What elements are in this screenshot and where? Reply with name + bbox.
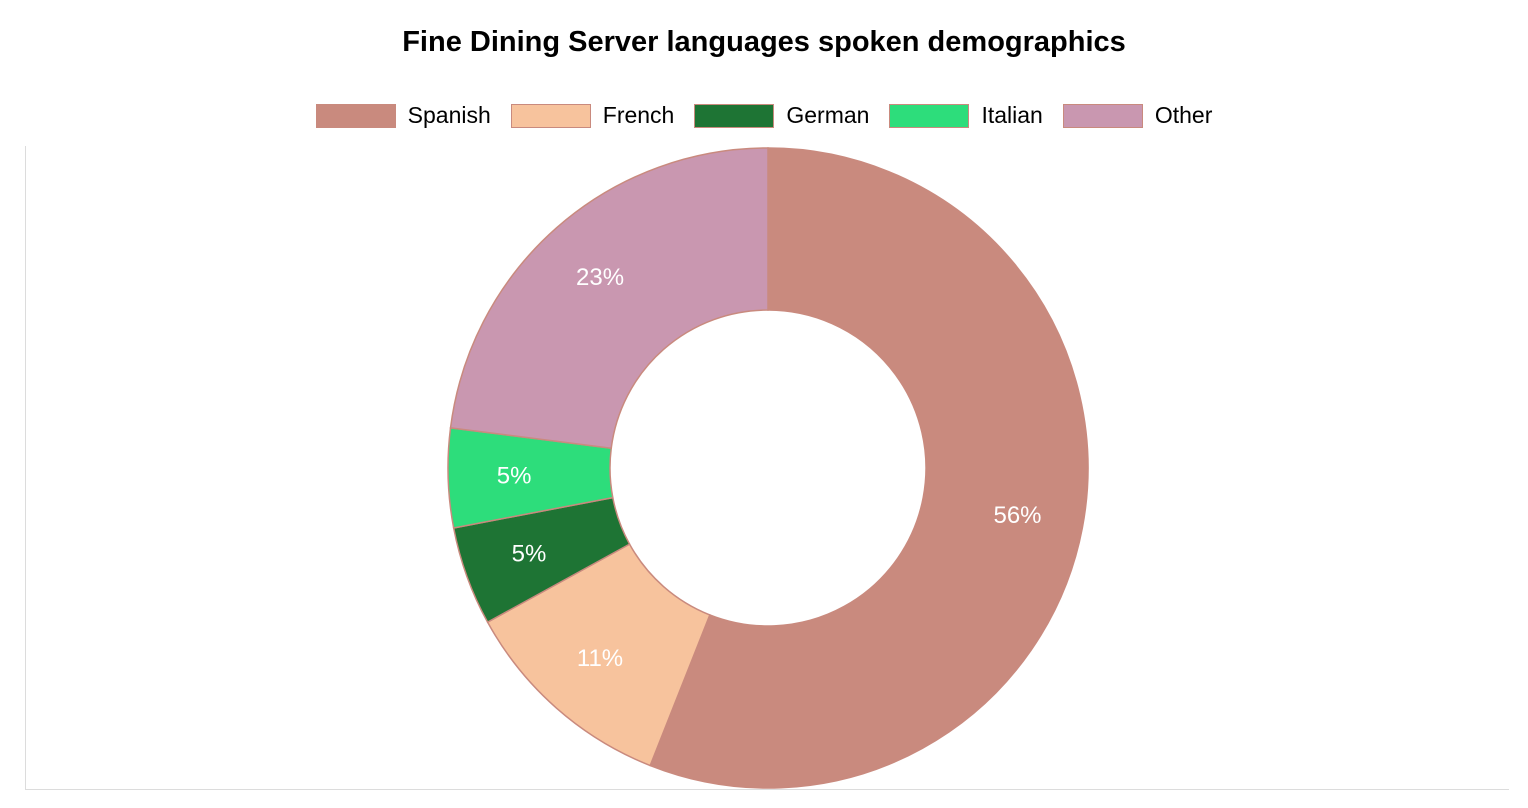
legend-swatch-spanish xyxy=(315,103,396,128)
donut-slices xyxy=(447,147,1089,789)
legend-item-other[interactable]: Other xyxy=(1062,102,1213,129)
legend-item-italian[interactable]: Italian xyxy=(889,102,1043,129)
slice-label-spanish: 56% xyxy=(993,502,1041,529)
slice-label-german: 5% xyxy=(512,541,547,568)
chart-title: Fine Dining Server languages spoken demo… xyxy=(402,26,1126,58)
slice-label-italian: 5% xyxy=(497,462,532,489)
legend-label-spanish: Spanish xyxy=(407,102,491,128)
slice-label-french: 11% xyxy=(577,645,623,672)
donut-slice-labels: 56% 11% 5% 5% 23% xyxy=(497,264,1042,672)
legend-item-spanish[interactable]: Spanish xyxy=(315,102,491,129)
donut-slice-spanish[interactable] xyxy=(649,147,1089,789)
legend-label-french: French xyxy=(602,102,675,128)
legend-label-italian: Italian xyxy=(981,102,1043,128)
legend-label-german: German xyxy=(786,102,870,128)
slice-label-other: 23% xyxy=(576,264,624,291)
plot-area: 56% 11% 5% 5% 23% xyxy=(25,146,1509,790)
chart-legend: Spanish French German Italian Other xyxy=(0,102,1528,129)
legend-swatch-french xyxy=(510,103,591,128)
legend-swatch-italian xyxy=(889,103,970,128)
donut-slice-other[interactable] xyxy=(449,147,769,450)
legend-item-german[interactable]: German xyxy=(694,102,869,129)
legend-item-french[interactable]: French xyxy=(510,102,675,129)
legend-swatch-other xyxy=(1062,103,1143,128)
legend-label-other: Other xyxy=(1154,102,1213,128)
legend-swatch-german xyxy=(694,103,775,128)
donut-chart: 56% 11% 5% 5% 23% xyxy=(447,147,1089,789)
